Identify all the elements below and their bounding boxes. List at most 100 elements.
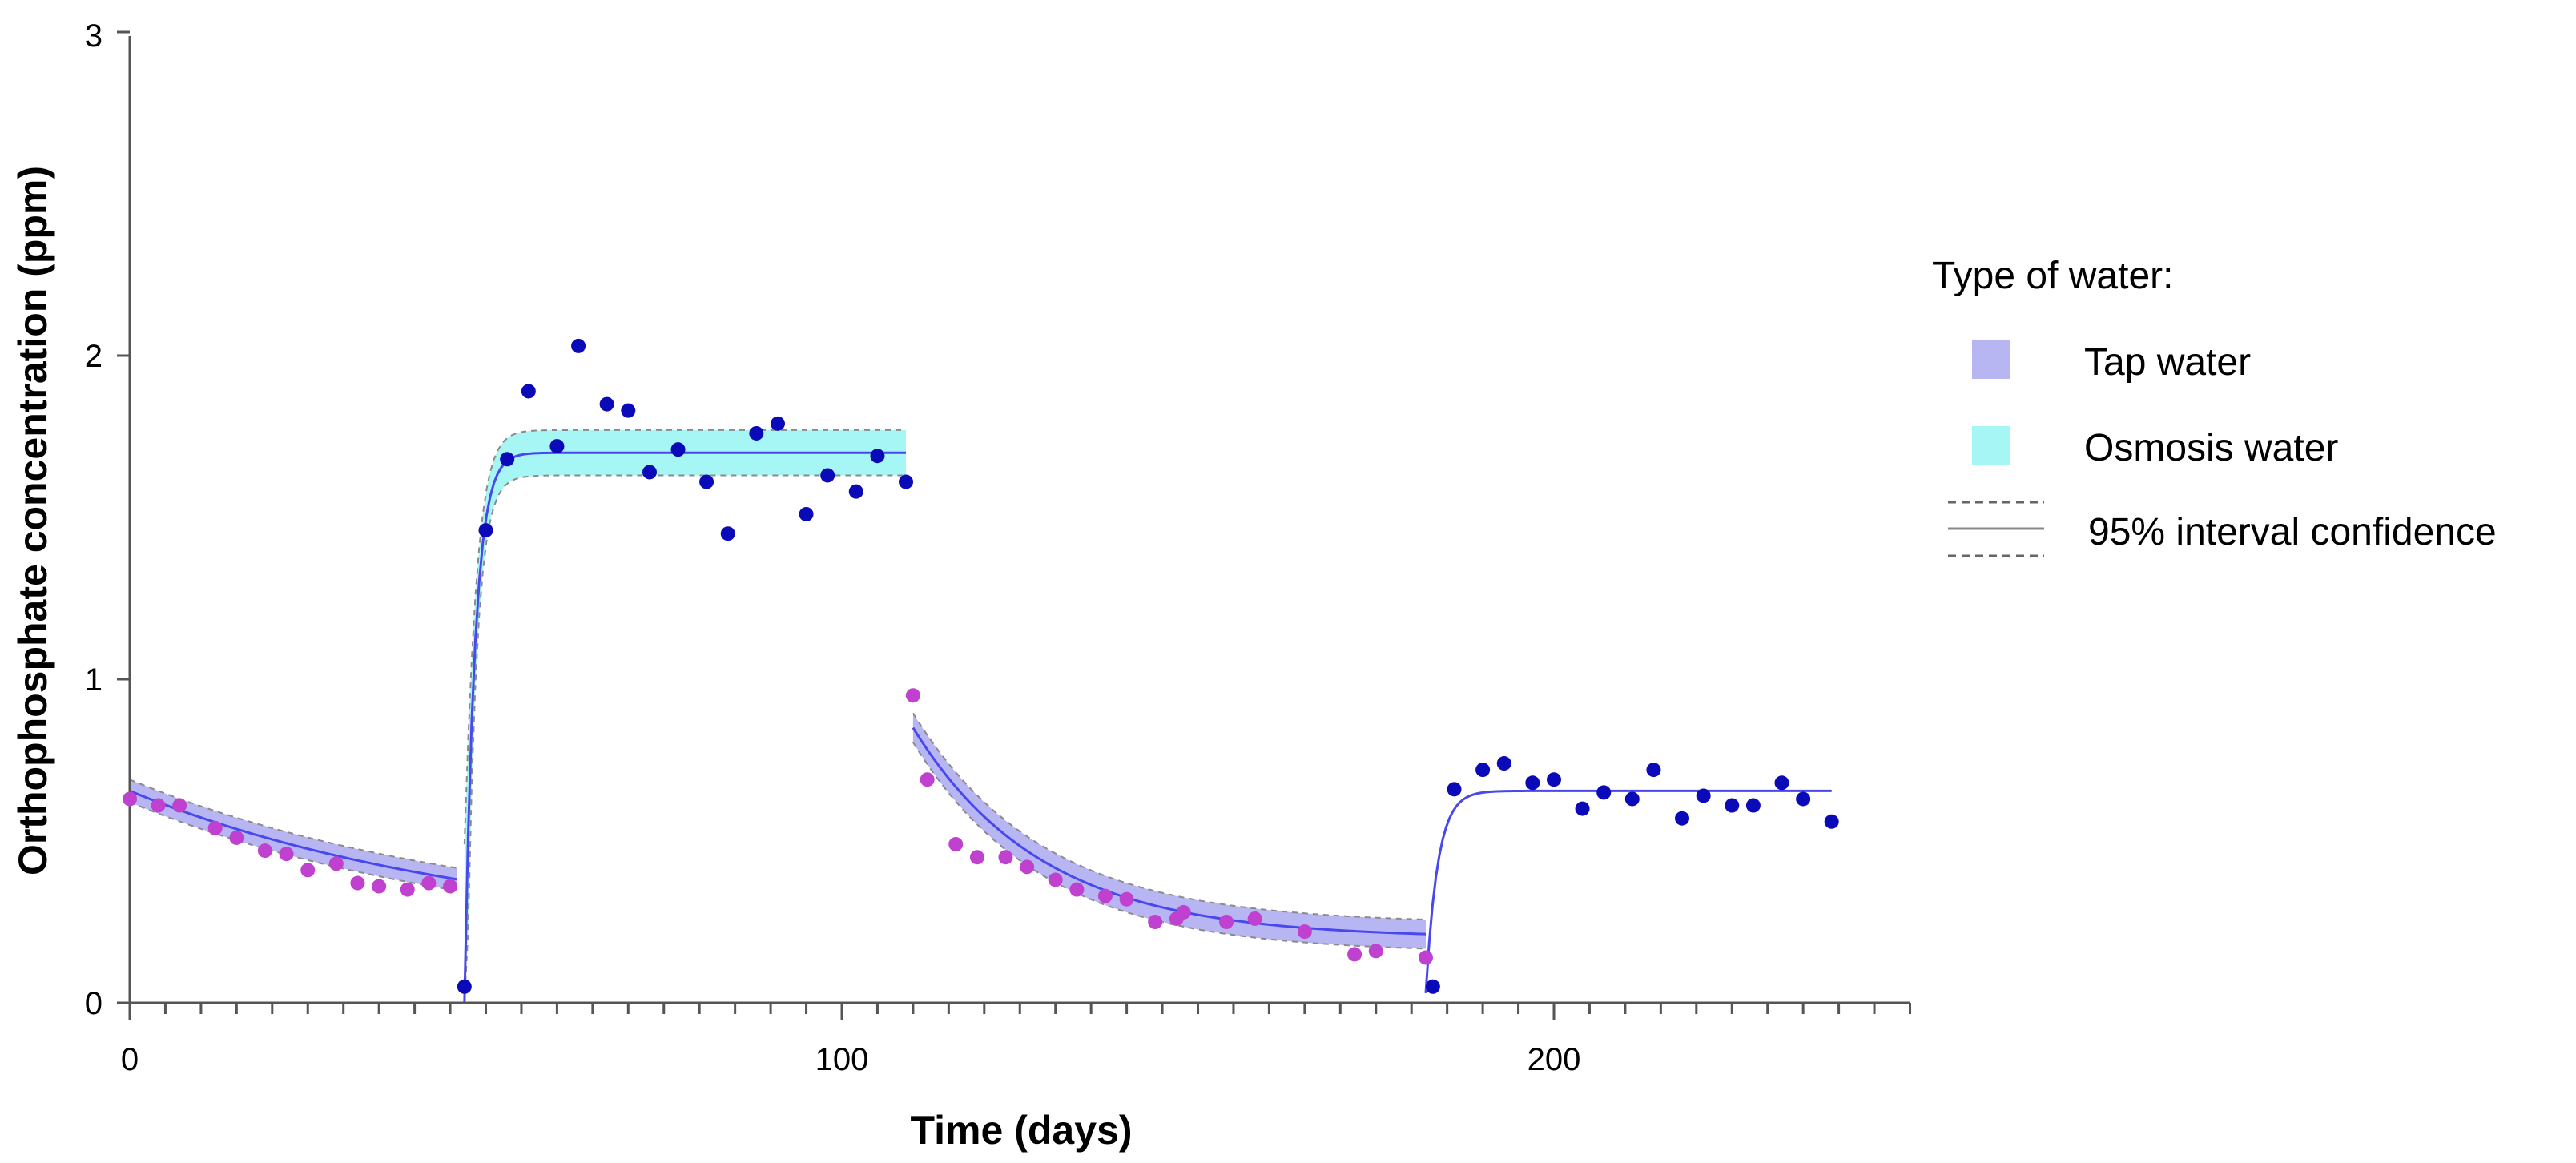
data-point [571, 338, 586, 353]
data-point [1119, 891, 1134, 907]
data-point [642, 465, 657, 480]
legend-swatch-tap-water [1972, 340, 2010, 379]
legend-label-tap-water: Tap water [2084, 341, 2251, 384]
data-point [372, 879, 387, 894]
confidence-band [464, 429, 907, 1003]
data-point [1425, 979, 1440, 994]
data-point [998, 850, 1013, 865]
data-point [621, 403, 636, 418]
data-point [1774, 775, 1789, 791]
data-point [207, 820, 223, 835]
data-point [820, 468, 835, 483]
y-axis-title: Orthophosphate concentration (ppm) [10, 166, 55, 875]
data-point [400, 882, 415, 897]
confidence-band [130, 779, 457, 891]
ci-upper-line [912, 712, 1427, 921]
data-point [899, 474, 914, 489]
data-point [1575, 801, 1590, 816]
x-tick-label: 0 [121, 1042, 139, 1077]
fit-line [912, 726, 1427, 936]
data-point [1547, 772, 1561, 787]
data-point [969, 850, 984, 865]
data-point [328, 856, 344, 871]
data-point [1696, 788, 1711, 803]
x-tick-label: 200 [1527, 1042, 1581, 1077]
ci-lower-line [129, 801, 458, 892]
confidence-band [912, 713, 1426, 949]
data-point [521, 384, 536, 399]
ci-lower-line [912, 742, 1427, 950]
data-point [1297, 924, 1312, 940]
data-point [549, 439, 565, 454]
data-point [670, 442, 686, 457]
legend-swatch-osmosis-water [1972, 426, 2010, 465]
ci-upper-line [463, 429, 907, 845]
legend-swatch-confidence [1948, 501, 2044, 557]
data-point [770, 416, 785, 431]
legend-label-confidence: 95% interval confidence [2088, 511, 2497, 553]
data-points [123, 338, 1839, 994]
fit-line [1424, 789, 1832, 993]
data-point [1745, 798, 1761, 813]
data-point [1097, 888, 1113, 903]
data-point [123, 791, 137, 807]
data-point [1596, 785, 1612, 800]
data-point [1475, 763, 1491, 778]
data-point [257, 843, 272, 859]
data-point [599, 396, 614, 412]
data-point [279, 847, 294, 862]
data-point [1148, 915, 1163, 929]
data-point [1824, 814, 1839, 829]
data-point [1176, 904, 1191, 920]
data-point [229, 830, 244, 845]
data-point [799, 506, 814, 521]
data-point [421, 875, 437, 891]
ticks [117, 30, 1911, 1020]
legend-label-osmosis-water: Osmosis water [2084, 427, 2338, 469]
fit-lines [129, 429, 1832, 1004]
fit-line [463, 451, 907, 1004]
data-point [720, 526, 735, 541]
y-tick-label: 2 [85, 339, 103, 374]
data-point [1347, 947, 1362, 962]
legend: Type of water: Tap water Osmosis water 9… [1932, 255, 2497, 557]
data-point [478, 523, 493, 538]
x-tick-label: 100 [815, 1042, 869, 1077]
data-point [1725, 798, 1740, 813]
data-point [457, 979, 472, 994]
tick-labels: 0 1 2 3 0 100 200 [85, 18, 1581, 1077]
data-point [300, 863, 316, 878]
data-point [905, 688, 920, 703]
data-point [1525, 775, 1540, 791]
y-tick-label: 0 [85, 986, 103, 1021]
legend-title: Type of water: [1932, 255, 2173, 297]
data-point [1247, 911, 1262, 926]
data-point [443, 879, 458, 894]
y-tick-label: 3 [85, 18, 103, 54]
ci-lower-line [463, 474, 907, 1004]
data-point [350, 875, 365, 891]
y-tick-label: 1 [85, 662, 103, 698]
data-point [1646, 763, 1661, 778]
data-point [1219, 915, 1234, 929]
data-point [1069, 882, 1085, 897]
data-point [870, 449, 885, 464]
data-point [848, 484, 863, 499]
data-point [1048, 872, 1063, 887]
data-point [749, 425, 764, 441]
confidence-bands [130, 429, 1426, 1003]
data-point [1496, 756, 1511, 771]
data-point [1418, 950, 1433, 965]
data-point [500, 452, 515, 467]
data-point [1020, 859, 1035, 875]
ci-upper-line [129, 779, 458, 869]
x-axis-title: Time (days) [911, 1108, 1133, 1153]
data-point [1624, 791, 1640, 807]
data-point [1368, 944, 1383, 959]
data-point [172, 798, 187, 813]
data-point [151, 798, 166, 813]
data-point [1447, 782, 1462, 797]
data-point [1796, 791, 1811, 807]
data-point [699, 474, 714, 489]
